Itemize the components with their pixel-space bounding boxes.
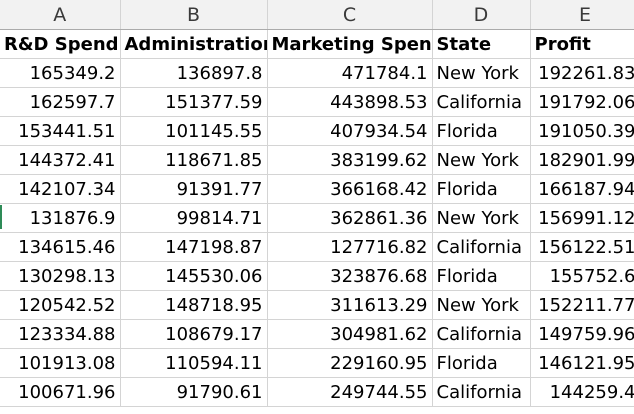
administration-cell[interactable]: 147198.87 — [120, 232, 268, 262]
state-cell[interactable]: California — [432, 319, 531, 349]
row-marker — [0, 205, 2, 229]
column-header-d[interactable]: D — [432, 0, 531, 30]
header-cell-administration[interactable]: Administration — [120, 29, 268, 59]
rd-spend-cell[interactable]: 120542.52 — [0, 290, 121, 320]
table-row: 165349.2 136897.8 471784.1 New York 192261.8… — [0, 58, 634, 88]
marketing-spend-cell[interactable]: 304981.62 — [267, 319, 433, 349]
header-cell-rd-spend[interactable]: R&D Spend — [0, 29, 121, 59]
rd-spend-cell[interactable]: 100671.96 — [0, 377, 121, 407]
marketing-spend-cell[interactable]: 366168.42 — [267, 174, 433, 204]
table-row: 131876.9 99814.71 362861.36 New York 156991.… — [0, 203, 634, 233]
state-cell[interactable]: California — [432, 377, 531, 407]
data-rows: 165349.2 136897.8 471784.1 New York 192261.8… — [0, 58, 634, 407]
marketing-spend-cell[interactable]: 383199.62 — [267, 145, 433, 175]
table-row: 100671.96 91790.61 249744.55 California 1442… — [0, 377, 634, 407]
rd-spend-cell[interactable]: 101913.08 — [0, 348, 121, 378]
rd-spend-cell[interactable]: 142107.34 — [0, 174, 121, 204]
administration-cell[interactable]: 101145.55 — [120, 116, 268, 146]
rd-spend-cell[interactable]: 162597.7 — [0, 87, 121, 117]
profit-cell[interactable]: 152211.77 — [530, 290, 634, 320]
state-cell[interactable]: New York — [432, 203, 531, 233]
profit-cell[interactable]: 156991.12 — [530, 203, 634, 233]
administration-cell[interactable]: 151377.59 — [120, 87, 268, 117]
administration-cell[interactable]: 110594.11 — [120, 348, 268, 378]
rd-spend-cell[interactable]: 134615.46 — [0, 232, 121, 262]
administration-cell[interactable]: 118671.85 — [120, 145, 268, 175]
column-header-c[interactable]: C — [267, 0, 433, 30]
profit-cell[interactable]: 191792.06 — [530, 87, 634, 117]
header-cell-profit[interactable]: Profit — [530, 29, 634, 59]
state-cell[interactable]: New York — [432, 58, 531, 88]
rd-spend-cell[interactable]: 144372.41 — [0, 145, 121, 175]
rd-spend-cell[interactable]: 131876.9 — [0, 203, 121, 233]
rd-spend-cell[interactable]: 165349.2 — [0, 58, 121, 88]
state-cell[interactable]: California — [432, 232, 531, 262]
profit-cell[interactable]: 155752.6 — [530, 261, 634, 291]
marketing-spend-cell[interactable]: 471784.1 — [267, 58, 433, 88]
table-header-row: R&D Spend Administration Marketing Spend… — [0, 29, 634, 59]
profit-cell[interactable]: 191050.39 — [530, 116, 634, 146]
rd-spend-cell[interactable]: 123334.88 — [0, 319, 121, 349]
profit-cell[interactable]: 146121.95 — [530, 348, 634, 378]
table-row: 123334.88 108679.17 304981.62 California 149… — [0, 319, 634, 349]
table-row: 153441.51 101145.55 407934.54 Florida 191050… — [0, 116, 634, 146]
table-row: 142107.34 91391.77 366168.42 Florida 166187.… — [0, 174, 634, 204]
profit-cell[interactable]: 144259.4 — [530, 377, 634, 407]
profit-cell[interactable]: 192261.83 — [530, 58, 634, 88]
state-cell[interactable]: Florida — [432, 116, 531, 146]
administration-cell[interactable]: 108679.17 — [120, 319, 268, 349]
marketing-spend-cell[interactable]: 443898.53 — [267, 87, 433, 117]
marketing-spend-cell[interactable]: 311613.29 — [267, 290, 433, 320]
column-header-b[interactable]: B — [120, 0, 268, 30]
state-cell[interactable]: Florida — [432, 348, 531, 378]
marketing-spend-cell[interactable]: 249744.55 — [267, 377, 433, 407]
table-row: 144372.41 118671.85 383199.62 New York 18290… — [0, 145, 634, 175]
state-cell[interactable]: New York — [432, 145, 531, 175]
marketing-spend-cell[interactable]: 407934.54 — [267, 116, 433, 146]
profit-cell[interactable]: 182901.99 — [530, 145, 634, 175]
rd-spend-cell[interactable]: 130298.13 — [0, 261, 121, 291]
header-cell-marketing-spend[interactable]: Marketing Spend — [267, 29, 433, 59]
profit-cell[interactable]: 166187.94 — [530, 174, 634, 204]
administration-cell[interactable]: 91790.61 — [120, 377, 268, 407]
marketing-spend-cell[interactable]: 362861.36 — [267, 203, 433, 233]
marketing-spend-cell[interactable]: 323876.68 — [267, 261, 433, 291]
header-cell-state[interactable]: State — [432, 29, 531, 59]
table-row: 162597.7 151377.59 443898.53 California 1917… — [0, 87, 634, 117]
state-cell[interactable]: Florida — [432, 174, 531, 204]
column-header-row: A B C D E — [0, 0, 634, 30]
marketing-spend-cell[interactable]: 229160.95 — [267, 348, 433, 378]
column-header-e[interactable]: E — [530, 0, 634, 30]
administration-cell[interactable]: 99814.71 — [120, 203, 268, 233]
table-row: 120542.52 148718.95 311613.29 New York 15221… — [0, 290, 634, 320]
administration-cell[interactable]: 148718.95 — [120, 290, 268, 320]
state-cell[interactable]: Florida — [432, 261, 531, 291]
administration-cell[interactable]: 91391.77 — [120, 174, 268, 204]
state-cell[interactable]: New York — [432, 290, 531, 320]
table-row: 101913.08 110594.11 229160.95 Florida 146121… — [0, 348, 634, 378]
administration-cell[interactable]: 136897.8 — [120, 58, 268, 88]
administration-cell[interactable]: 145530.06 — [120, 261, 268, 291]
table-row: 134615.46 147198.87 127716.82 California 156… — [0, 232, 634, 262]
table-row: 130298.13 145530.06 323876.68 Florida 155752… — [0, 261, 634, 291]
profit-cell[interactable]: 156122.51 — [530, 232, 634, 262]
state-cell[interactable]: California — [432, 87, 531, 117]
rd-spend-cell[interactable]: 153441.51 — [0, 116, 121, 146]
column-header-a[interactable]: A — [0, 0, 121, 30]
marketing-spend-cell[interactable]: 127716.82 — [267, 232, 433, 262]
profit-cell[interactable]: 149759.96 — [530, 319, 634, 349]
